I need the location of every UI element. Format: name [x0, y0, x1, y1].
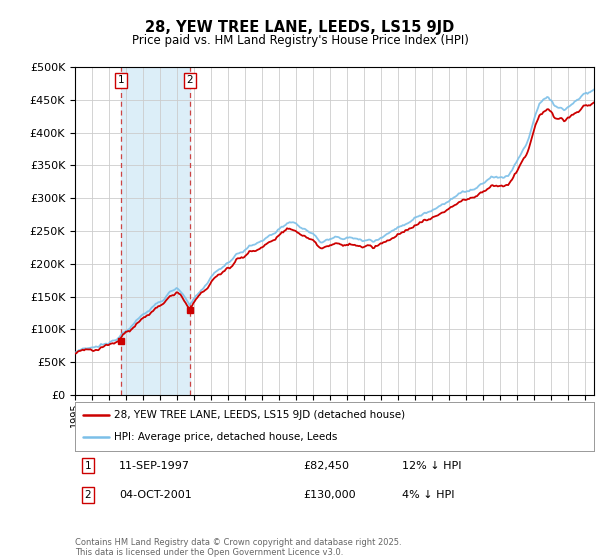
Text: Price paid vs. HM Land Registry's House Price Index (HPI): Price paid vs. HM Land Registry's House …	[131, 34, 469, 46]
Text: £82,450: £82,450	[304, 461, 349, 471]
Text: HPI: Average price, detached house, Leeds: HPI: Average price, detached house, Leed…	[114, 432, 337, 442]
Text: 12% ↓ HPI: 12% ↓ HPI	[402, 461, 461, 471]
Text: 11-SEP-1997: 11-SEP-1997	[119, 461, 190, 471]
Text: 04-OCT-2001: 04-OCT-2001	[119, 490, 192, 500]
Text: Contains HM Land Registry data © Crown copyright and database right 2025.
This d: Contains HM Land Registry data © Crown c…	[75, 538, 401, 557]
Text: 4% ↓ HPI: 4% ↓ HPI	[402, 490, 454, 500]
Text: 28, YEW TREE LANE, LEEDS, LS15 9JD (detached house): 28, YEW TREE LANE, LEEDS, LS15 9JD (deta…	[114, 410, 405, 421]
Text: 1: 1	[118, 75, 124, 85]
Text: 28, YEW TREE LANE, LEEDS, LS15 9JD: 28, YEW TREE LANE, LEEDS, LS15 9JD	[145, 20, 455, 35]
Text: £130,000: £130,000	[304, 490, 356, 500]
Bar	[121, 67, 190, 395]
Text: 2: 2	[85, 490, 91, 500]
Text: 1: 1	[85, 461, 91, 471]
Text: 2: 2	[187, 75, 193, 85]
